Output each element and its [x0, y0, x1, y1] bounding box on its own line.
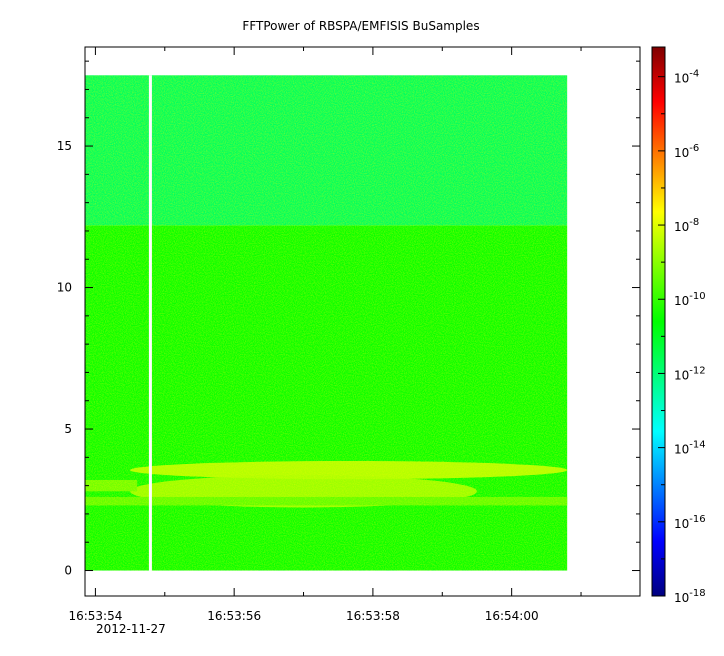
x-tick-label: 16:54:00	[485, 609, 539, 623]
colorbar-tick-label: 10-14	[674, 440, 706, 457]
chart-title: FFTPower of RBSPA/EMFISIS BuSamples	[242, 19, 479, 33]
y-tick-label: 15	[57, 139, 72, 153]
data-gap	[148, 75, 152, 571]
colorbar: 10-4 10-6 10-8 10-10 10-12 10-14 10-16 10-18	[651, 46, 706, 605]
colorbar-tick-label: 10-4	[674, 69, 699, 86]
y-axis: 0 5 10 15	[57, 60, 640, 578]
x-date-label: 2012-11-27	[96, 622, 166, 636]
y-tick-label: 5	[64, 422, 72, 436]
colorbar-tick-label: 10-16	[674, 514, 706, 531]
colorbar-tick-label: 10-10	[674, 291, 706, 308]
plot-frame	[84, 46, 641, 597]
y-tick-label: 10	[57, 281, 72, 295]
plot-area	[85, 75, 568, 571]
spectrogram-texture	[85, 75, 568, 571]
colorbar-tick-label: 10-6	[674, 143, 699, 160]
x-tick-label: 16:53:54	[68, 609, 122, 623]
x-tick-label: 16:53:56	[207, 609, 261, 623]
y-tick-label: 0	[64, 564, 72, 578]
colorbar-tick-label: 10-8	[674, 217, 699, 234]
colorbar-tick-label: 10-18	[674, 588, 706, 605]
x-tick-label: 16:53:58	[346, 609, 400, 623]
colorbar-gradient	[651, 46, 666, 597]
x-axis: 16:53:54 16:53:56 16:53:58 16:54:00	[68, 47, 582, 623]
colorbar-tick-label: 10-12	[674, 365, 706, 382]
